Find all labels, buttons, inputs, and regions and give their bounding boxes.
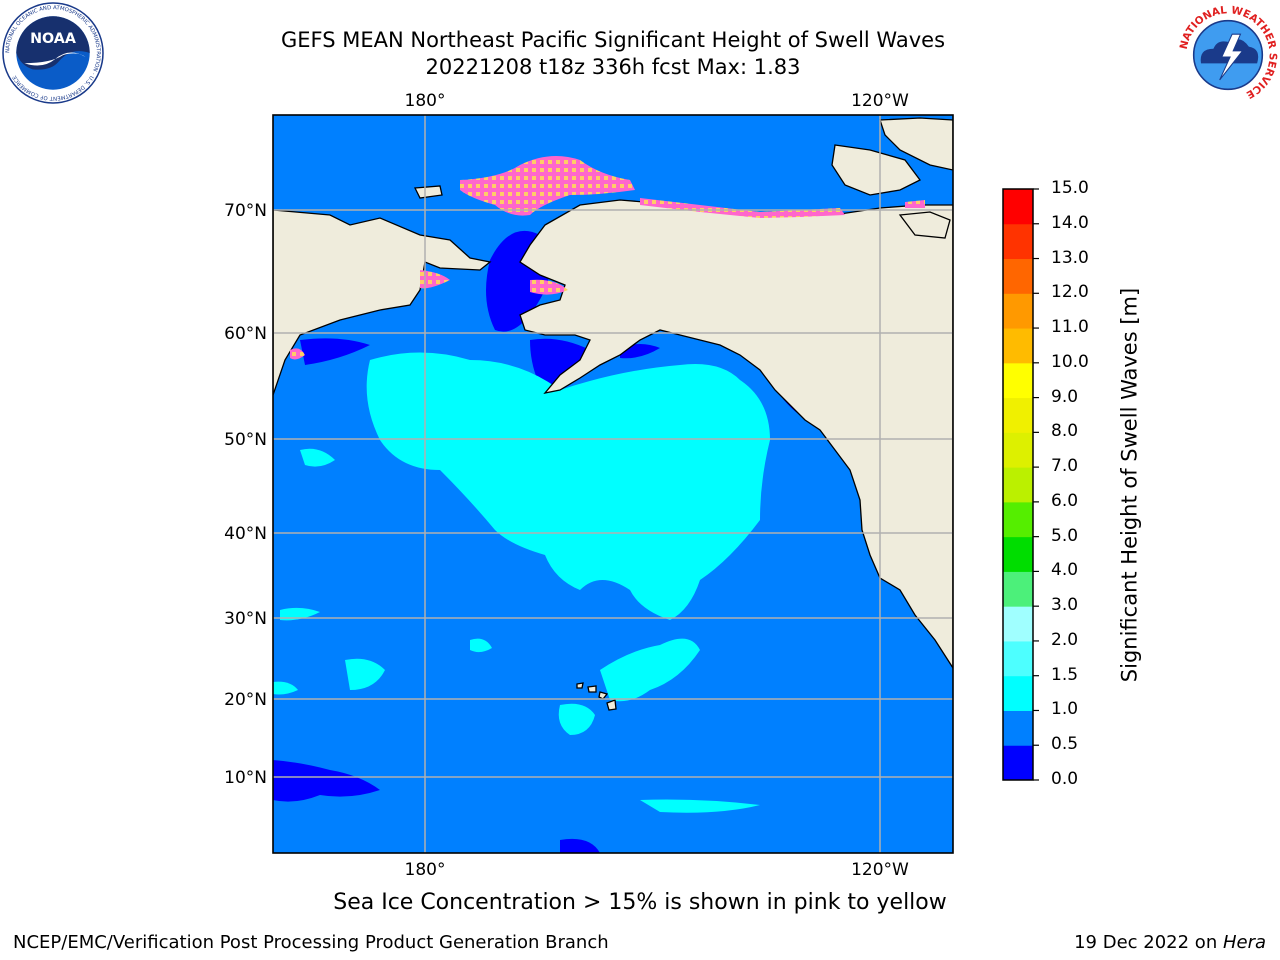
lon-label-top-120w: 120°W: [851, 91, 909, 111]
colorbar-tick-label: 9.0: [1051, 386, 1079, 407]
colorbar-tick-label: 1.5: [1051, 664, 1079, 685]
swell-high-regions: [273, 352, 770, 813]
colorbar-tick-label: 14.0: [1051, 212, 1089, 233]
colorbar-bin: [1003, 640, 1033, 677]
colorbar-bin: [1003, 258, 1033, 294]
lat-label-50n: 50°N: [224, 430, 267, 450]
colorbar-tick-label: 7.0: [1051, 456, 1079, 477]
colorbar-bin: [1003, 606, 1033, 642]
colorbar-bin: [1003, 328, 1033, 364]
chart-title: GEFS MEAN Northeast Pacific Significant …: [280, 28, 946, 52]
colorbar-bin: [1003, 710, 1033, 746]
colorbar-bin: [1003, 432, 1033, 468]
colorbar-title: Significant Height of Swell Waves [m]: [1117, 287, 1142, 683]
colorbar-tick-label: 8.0: [1051, 421, 1079, 442]
nws-logo: NATIONAL WEATHER SERVICE: [1177, 4, 1279, 106]
colorbar-tick-label: 6.0: [1051, 490, 1079, 511]
colorbar-bin: [1003, 571, 1033, 607]
colorbar-bin: [1003, 675, 1033, 711]
sea-ice-caption: Sea Ice Concentration > 15% is shown in …: [333, 890, 947, 915]
colorbar: [1003, 189, 1033, 781]
lon-label-bottom-120w: 120°W: [851, 860, 909, 880]
colorbar-bin: [1003, 536, 1033, 572]
colorbar-tick-label: 13.0: [1051, 247, 1089, 268]
chart-subtitle: 20221208 t18z 336h fcst Max: 1.83: [425, 55, 801, 79]
colorbar-tick-label: 15.0: [1051, 178, 1089, 198]
lat-label-30n: 30°N: [224, 609, 267, 629]
colorbar-bin: [1003, 745, 1033, 781]
footer-machine: Hera: [1222, 932, 1266, 953]
lat-label-20n: 20°N: [224, 690, 267, 710]
colorbar-tick-label: 11.0: [1051, 317, 1089, 338]
colorbar-bin: [1003, 293, 1033, 329]
colorbar-bin: [1003, 189, 1033, 225]
colorbar-tick-label: 0.5: [1051, 734, 1079, 755]
sea-ice-regions: [290, 156, 925, 360]
lat-label-10n: 10°N: [224, 768, 267, 788]
colorbar-bin: [1003, 467, 1033, 503]
colorbar-ticks: [1033, 188, 1039, 781]
lon-label-top-180: 180°: [405, 91, 446, 111]
footer-date: 19 Dec 2022 on Hera: [1074, 932, 1266, 953]
colorbar-tick-label: 3.0: [1051, 595, 1079, 616]
noaa-logo: NOAA NATIONAL OCEANIC AND ATMOSPHERIC AD…: [2, 2, 104, 104]
land-masses: [273, 117, 953, 711]
colorbar-bin: [1003, 397, 1033, 433]
map-area: [273, 115, 953, 853]
noaa-logo-text: NOAA: [30, 31, 76, 47]
lat-label-40n: 40°N: [224, 524, 267, 544]
map-frame: [272, 114, 954, 854]
colorbar-tick-label: 12.0: [1051, 282, 1089, 303]
colorbar-frame: [1002, 188, 1034, 781]
colorbar-bin: [1003, 501, 1033, 538]
lon-label-bottom-180: 180°: [405, 860, 446, 880]
colorbar-tick-label: 2.0: [1051, 629, 1079, 650]
colorbar-bin: [1003, 362, 1033, 399]
colorbar-bin: [1003, 223, 1033, 260]
colorbar-tick-label: 1.0: [1051, 699, 1079, 720]
colorbar-tick-label: 4.0: [1051, 560, 1079, 581]
footer-organization: NCEP/EMC/Verification Post Processing Pr…: [13, 932, 609, 953]
colorbar-tick-label: 10.0: [1051, 351, 1089, 372]
lat-label-70n: 70°N: [224, 201, 267, 221]
colorbar-tick-label: 0.0: [1051, 769, 1079, 789]
footer-date-text: 19 Dec 2022 on: [1074, 932, 1223, 953]
colorbar-tick-label: 5.0: [1051, 525, 1079, 546]
lat-label-60n: 60°N: [224, 324, 267, 344]
map-gridlines: [273, 115, 953, 853]
